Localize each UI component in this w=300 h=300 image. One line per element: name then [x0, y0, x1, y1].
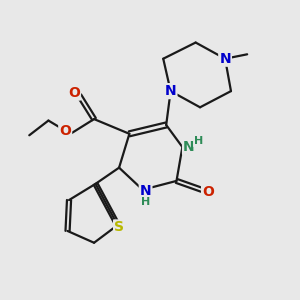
- Text: N: N: [219, 52, 231, 66]
- Text: H: H: [194, 136, 203, 146]
- Text: N: N: [165, 84, 176, 98]
- Text: O: O: [202, 185, 214, 199]
- Text: H: H: [141, 197, 150, 207]
- Text: O: O: [68, 85, 80, 100]
- Text: N: N: [183, 140, 195, 154]
- Text: S: S: [114, 220, 124, 234]
- Text: N: N: [140, 184, 152, 198]
- Text: O: O: [59, 124, 71, 138]
